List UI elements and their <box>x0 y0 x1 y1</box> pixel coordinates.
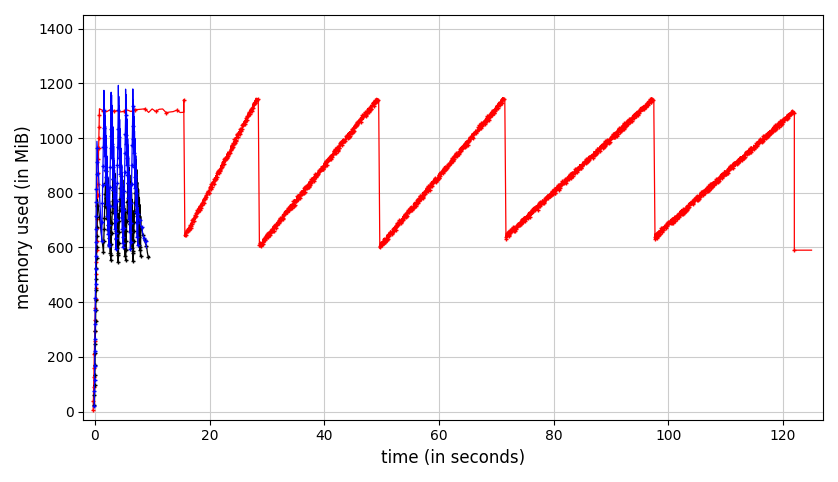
Y-axis label: memory used (in MiB): memory used (in MiB) <box>15 125 33 309</box>
X-axis label: time (in seconds): time (in seconds) <box>381 449 525 467</box>
